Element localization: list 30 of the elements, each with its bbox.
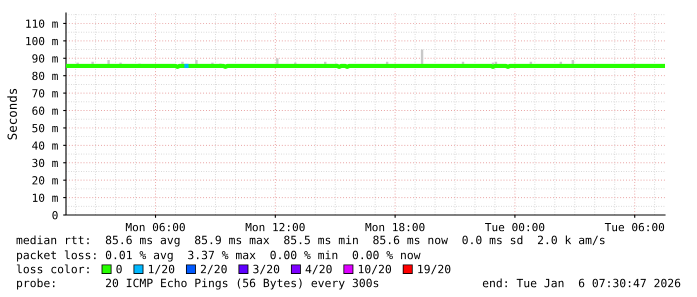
legend-label: 2/20 <box>200 264 227 274</box>
x-tick-label: Tue 06:00 <box>604 222 664 232</box>
x-tick-label: Mon 18:00 <box>365 222 424 232</box>
y-tick-label: 50 m <box>32 124 58 132</box>
y-tick-label: 80 m <box>32 72 58 80</box>
y-tick-label: 20 m <box>32 176 58 185</box>
legend-title: loss color: <box>16 264 89 274</box>
text: probe: 20 ICMP Echo Pings (56 Bytes) every 300s <box>17 278 378 290</box>
x-tick-label: Mon 12:00 <box>246 222 305 232</box>
legend-label: 1/20 <box>148 264 174 274</box>
y-axis-title: Seconds <box>7 88 17 140</box>
text: packet loss: 0.01 % avg 3.37 % max 0.00 % min 0.00 % now <box>17 250 421 262</box>
x-tick-label: Mon 06:00 <box>126 222 185 232</box>
y-tick-label: 100 m <box>26 36 58 46</box>
text: median rtt: 85.6 ms avg 85.9 ms max 85.5 ms min 85.6 ms now 0.0 ms sd 2.0 k am/s <box>16 235 605 247</box>
legend-label: 4/20 <box>306 264 332 274</box>
legend-label: 10/20 <box>358 264 392 274</box>
y-tick-label: 60 m <box>32 106 58 115</box>
x-tick-label: Tue 00:00 <box>485 222 544 232</box>
y-tick-label: 30 m <box>32 158 58 168</box>
legend-label: 0 <box>116 264 122 274</box>
legend-label: 3/20 <box>253 264 280 274</box>
y-tick-label: 40 m <box>32 141 58 150</box>
text: end: Tue Jan 6 07:30:47 2026 <box>482 278 680 288</box>
y-tick-label: 70 m <box>32 89 58 98</box>
legend-label: 19/20 <box>418 264 450 274</box>
y-tick-label: 110 m <box>26 19 58 28</box>
y-tick-label: 90 m <box>32 54 58 63</box>
y-tick-label: 0 <box>52 211 58 220</box>
y-tick-label: 10 m <box>32 194 58 202</box>
